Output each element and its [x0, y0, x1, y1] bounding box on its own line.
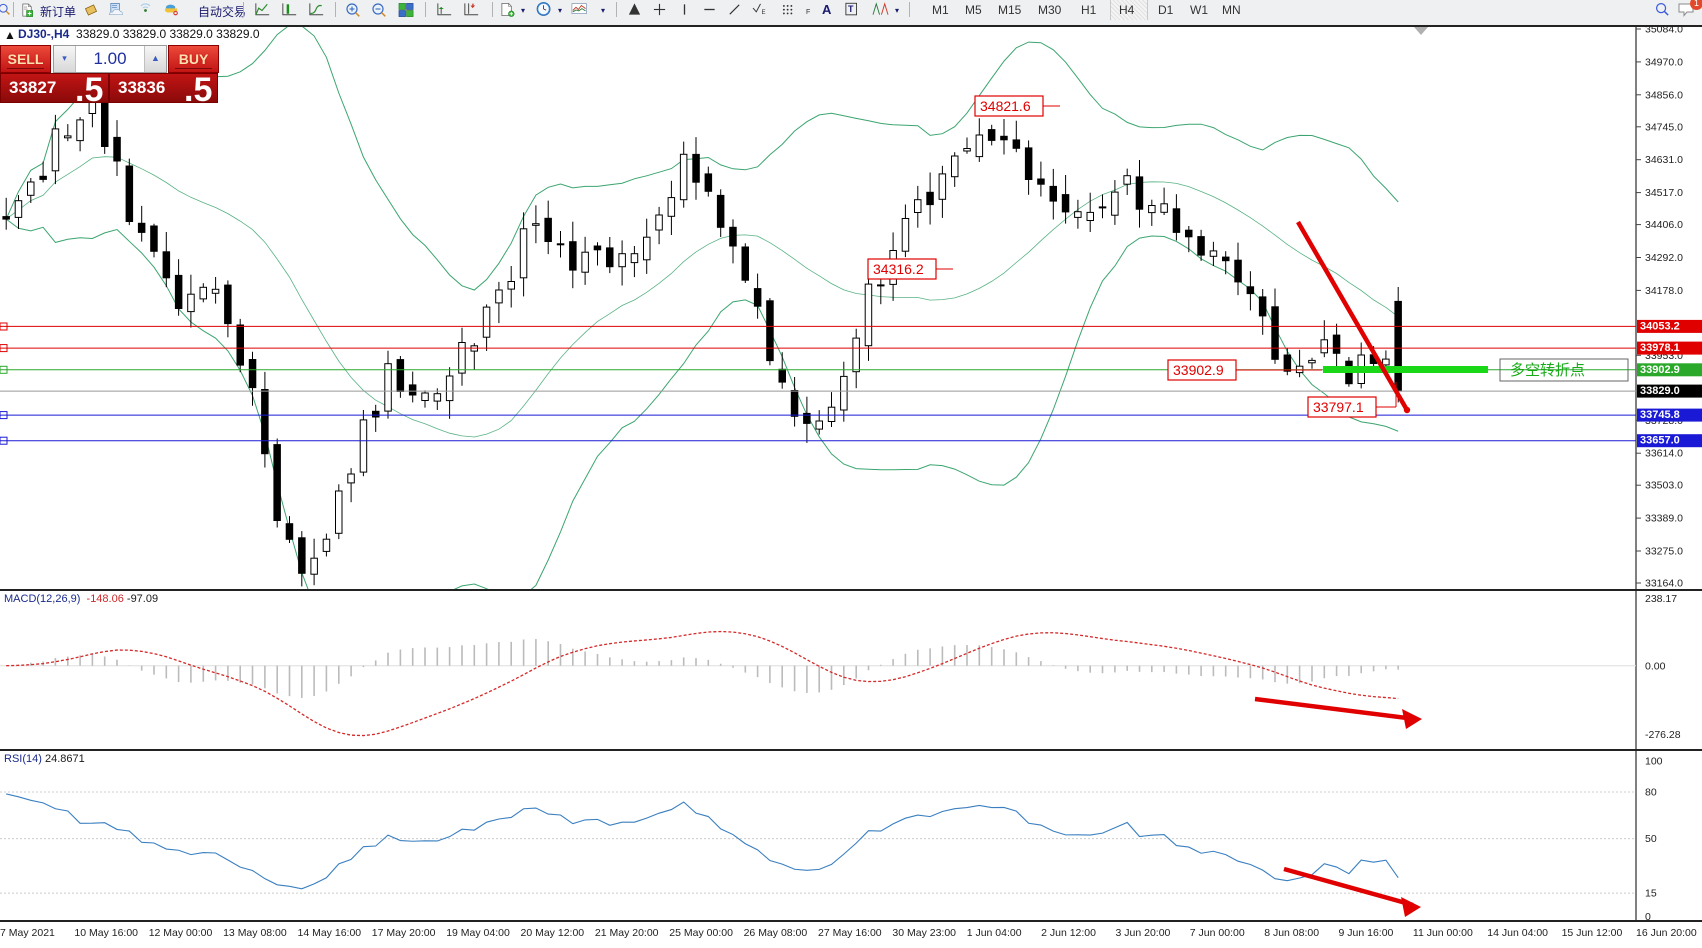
svg-text:7 May 2021: 7 May 2021: [0, 927, 55, 939]
svg-text:-276.28: -276.28: [1645, 729, 1681, 741]
svg-text:17 May 20:00: 17 May 20:00: [372, 927, 436, 939]
svg-text:34517.0: 34517.0: [1645, 187, 1683, 199]
svg-text:27 May 16:00: 27 May 16:00: [818, 927, 882, 939]
svg-text:E: E: [761, 9, 765, 16]
svg-text:13 May 08:00: 13 May 08:00: [223, 927, 287, 939]
svg-text:33902.9: 33902.9: [1640, 364, 1680, 376]
svg-text:33797.1: 33797.1: [1313, 399, 1364, 415]
svg-text:21 May 20:00: 21 May 20:00: [595, 927, 659, 939]
svg-text:33503.0: 33503.0: [1645, 480, 1683, 492]
svg-text:9 Jun 16:00: 9 Jun 16:00: [1339, 927, 1394, 939]
svg-text:34316.2: 34316.2: [873, 261, 924, 277]
svg-text:34745.0: 34745.0: [1645, 121, 1683, 133]
svg-text:33164.0: 33164.0: [1645, 578, 1683, 590]
svg-text:14 May 16:00: 14 May 16:00: [298, 927, 362, 939]
svg-text:19 May 04:00: 19 May 04:00: [446, 927, 510, 939]
svg-text:14 Jun 04:00: 14 Jun 04:00: [1487, 927, 1548, 939]
svg-text:34821.6: 34821.6: [980, 98, 1031, 114]
svg-text:2 Jun 12:00: 2 Jun 12:00: [1041, 927, 1096, 939]
svg-text:25 May 00:00: 25 May 00:00: [669, 927, 733, 939]
svg-text:34178.0: 34178.0: [1645, 285, 1683, 297]
svg-text:8 Jun 08:00: 8 Jun 08:00: [1264, 927, 1319, 939]
svg-text:34631.0: 34631.0: [1645, 154, 1683, 166]
svg-text:7 Jun 00:00: 7 Jun 00:00: [1190, 927, 1245, 939]
svg-text:0.00: 0.00: [1645, 661, 1666, 673]
svg-text:26 May 08:00: 26 May 08:00: [744, 927, 808, 939]
svg-text:50: 50: [1645, 833, 1657, 845]
svg-text:34292.0: 34292.0: [1645, 252, 1683, 264]
svg-text:33275.0: 33275.0: [1645, 546, 1683, 558]
svg-text:34856.0: 34856.0: [1645, 89, 1683, 101]
svg-text:34406.0: 34406.0: [1645, 219, 1683, 231]
svg-text:多空转折点: 多空转折点: [1510, 362, 1585, 379]
svg-text:30 May 23:00: 30 May 23:00: [892, 927, 956, 939]
svg-text:34970.0: 34970.0: [1645, 56, 1683, 68]
svg-text:16 Jun 20:00: 16 Jun 20:00: [1636, 927, 1697, 939]
svg-text:80: 80: [1645, 787, 1657, 799]
svg-text:33389.0: 33389.0: [1645, 513, 1683, 525]
svg-text:33745.8: 33745.8: [1640, 409, 1680, 421]
svg-text:3 Jun 20:00: 3 Jun 20:00: [1116, 927, 1171, 939]
svg-text:33902.9: 33902.9: [1173, 362, 1224, 378]
svg-text:11 Jun 00:00: 11 Jun 00:00: [1413, 927, 1473, 939]
svg-text:35084.0: 35084.0: [1645, 27, 1683, 36]
svg-text:1 Jun 04:00: 1 Jun 04:00: [967, 927, 1022, 939]
svg-text:100: 100: [1645, 755, 1663, 767]
svg-text:33614.0: 33614.0: [1645, 448, 1683, 460]
svg-text:33978.1: 33978.1: [1640, 342, 1680, 354]
svg-text:15 Jun 12:00: 15 Jun 12:00: [1562, 927, 1623, 939]
svg-text:33657.0: 33657.0: [1640, 435, 1680, 447]
svg-text:10 May 16:00: 10 May 16:00: [74, 927, 138, 939]
svg-text:15: 15: [1645, 888, 1657, 900]
svg-text:20 May 12:00: 20 May 12:00: [521, 927, 585, 939]
svg-text:238.17: 238.17: [1645, 593, 1677, 605]
svg-text:12 May 00:00: 12 May 00:00: [149, 927, 213, 939]
svg-text:33829.0: 33829.0: [1640, 385, 1680, 397]
svg-text:34053.2: 34053.2: [1640, 320, 1680, 332]
